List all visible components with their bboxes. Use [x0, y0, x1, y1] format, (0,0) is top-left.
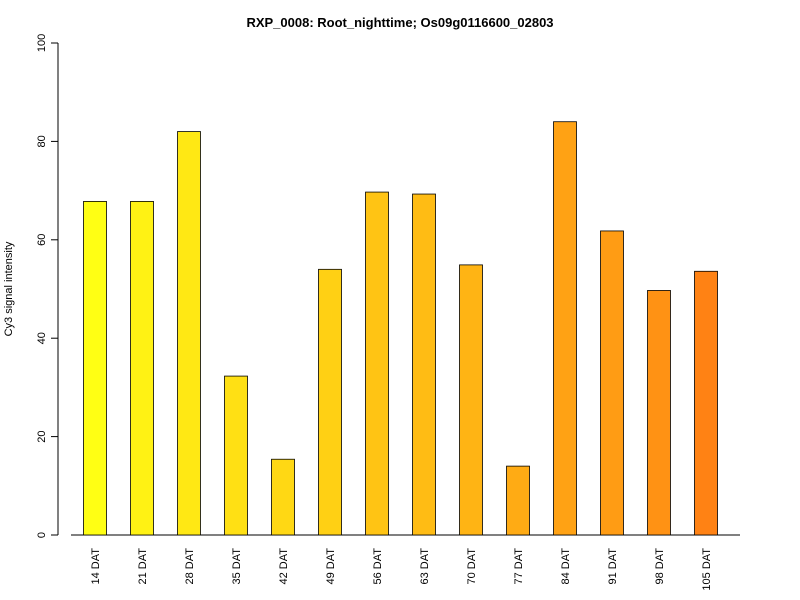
- x-tick-label: 49 DAT: [325, 548, 337, 585]
- y-tick-label: 80: [36, 135, 48, 147]
- y-axis-label: Cy3 signal intensity: [3, 241, 15, 336]
- x-tick-label: 91 DAT: [607, 548, 619, 585]
- bar: [694, 270, 718, 536]
- bar: [506, 465, 530, 536]
- x-tick-label: 84 DAT: [560, 548, 572, 585]
- x-tick-label: 42 DAT: [278, 548, 290, 585]
- bar: [318, 268, 342, 536]
- y-tick-label: 0: [36, 532, 48, 538]
- bar: [130, 201, 154, 536]
- x-tick-label: 56 DAT: [372, 548, 384, 585]
- x-tick-label: 105 DAT: [701, 548, 713, 591]
- bar: [83, 201, 107, 536]
- y-axis: 0 20 40 60 80 100: [36, 34, 59, 538]
- x-tick-label: 28 DAT: [184, 548, 196, 585]
- y-tick-label: 100: [36, 34, 48, 52]
- bar-series: [83, 121, 718, 536]
- x-tick-label: 98 DAT: [654, 548, 666, 585]
- y-tick-label: 40: [36, 332, 48, 344]
- bar: [647, 290, 671, 536]
- bar: [365, 191, 389, 536]
- bar: [271, 458, 295, 536]
- bar: [459, 264, 483, 536]
- bar: [553, 121, 577, 536]
- bar: [177, 131, 201, 536]
- x-tick-label: 70 DAT: [466, 548, 478, 585]
- bar: [412, 193, 436, 536]
- bar: [600, 230, 624, 536]
- x-tick-label: 21 DAT: [137, 548, 149, 585]
- y-tick-label: 60: [36, 234, 48, 246]
- x-tick-label: 35 DAT: [231, 548, 243, 585]
- bar: [224, 375, 248, 536]
- x-tick-label: 14 DAT: [90, 548, 102, 585]
- x-tick-label: 63 DAT: [419, 548, 431, 585]
- x-axis: 14 DAT 21 DAT 28 DAT 35 DAT 42 DAT 49 DAT 56 D…: [71, 534, 740, 591]
- x-tick-label: 77 DAT: [513, 548, 525, 585]
- chart-title: RXP_0008: Root_nighttime; Os09g0116600_0…: [246, 15, 553, 30]
- y-tick-label: 20: [36, 430, 48, 442]
